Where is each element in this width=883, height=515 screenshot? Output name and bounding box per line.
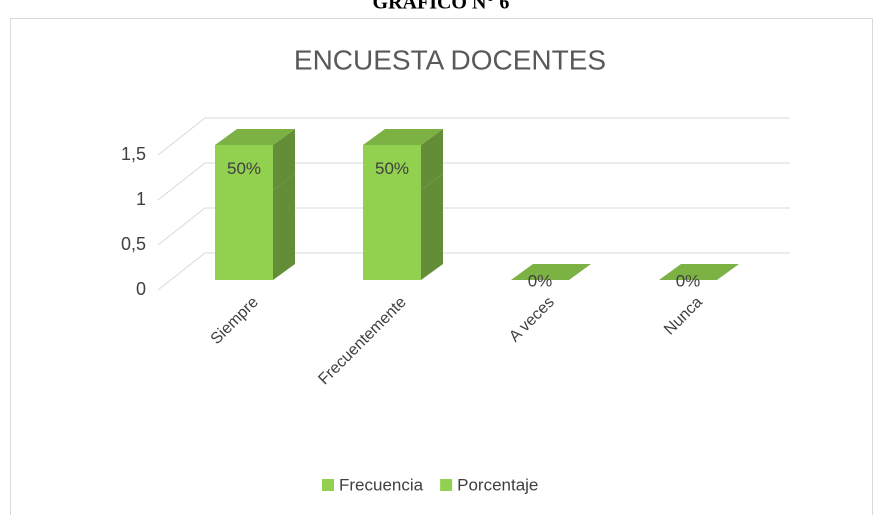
chart-frame — [10, 18, 873, 515]
bar — [215, 190, 273, 280]
data-label: 50% — [375, 159, 409, 178]
grid-line — [157, 162, 790, 201]
bar-top — [659, 264, 739, 280]
data-label: 0% — [676, 271, 701, 290]
data-label: 0% — [528, 271, 553, 290]
grid-line — [157, 207, 790, 246]
data-label: 50% — [227, 159, 261, 178]
bar-top — [511, 264, 591, 280]
bar — [363, 145, 421, 190]
y-tick-label: 0,5 — [121, 234, 146, 254]
y-tick-label: 1,5 — [121, 144, 146, 164]
grid-line — [157, 252, 790, 291]
chart-title: ENCUESTA DOCENTES — [294, 44, 606, 75]
bar-top — [363, 129, 443, 145]
y-tick-label: 1 — [136, 189, 146, 209]
y-tick-label: 0 — [136, 279, 146, 299]
heading: GRAFICO N° 6 — [373, 0, 510, 14]
legend-swatch — [440, 479, 453, 491]
grid-line — [157, 117, 790, 156]
bar-side — [421, 174, 443, 280]
legend-label: Porcentaje — [457, 475, 538, 494]
bar — [363, 190, 421, 280]
legend-label: Frecuencia — [339, 475, 424, 494]
bar-side — [273, 174, 295, 280]
bar — [215, 145, 273, 190]
bar-side — [273, 129, 295, 190]
legend-swatch — [322, 479, 334, 491]
bar-top — [215, 129, 295, 145]
bar-side — [421, 129, 443, 190]
